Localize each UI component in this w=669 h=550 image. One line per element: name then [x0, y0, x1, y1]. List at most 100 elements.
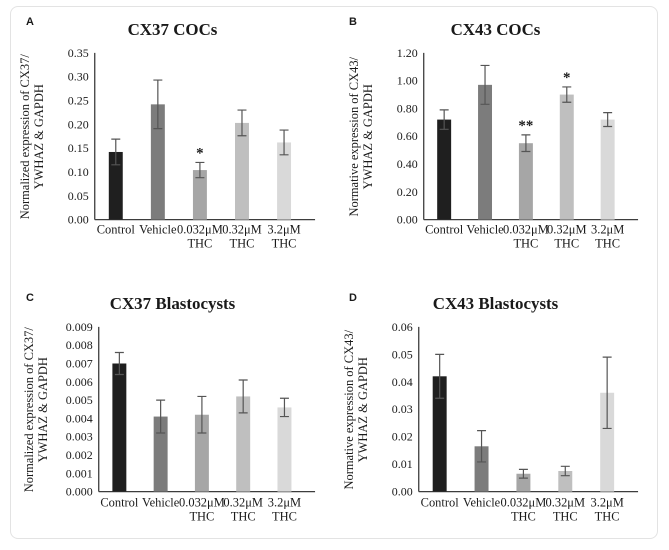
chart-title: CX43 COCs [451, 20, 541, 39]
error-bar [480, 64, 490, 105]
x-category-label: 0.032μM [177, 223, 223, 237]
x-category-label-line2: THC [511, 509, 536, 523]
y-tick-label: 1.00 [397, 74, 418, 88]
x-category-label: 0.032μM [503, 223, 549, 237]
x-category-label: Vehicle [466, 223, 504, 237]
x-category-label-line2: THC [187, 237, 212, 251]
y-tick-label: 0.007 [66, 356, 93, 370]
plot-area: 0.000 0.001 0.002 0.003 0.004 0.005 0.006 0.007… [66, 319, 316, 523]
y-tick-label: 0.05 [68, 189, 89, 203]
y-tick-label: 0.40 [397, 157, 418, 171]
error-bar [237, 109, 247, 137]
y-tick-label: 0.006 [66, 374, 93, 388]
error-bar [197, 395, 207, 434]
panel-letter: D [349, 291, 357, 303]
error-bar [560, 465, 570, 476]
y-tick-label: 0.001 [66, 466, 93, 480]
x-category-label: 0.32μM [223, 495, 263, 509]
x-category-label: Control [421, 495, 460, 509]
y-tick-label: 0.03 [392, 402, 413, 416]
bar-0.032μm-thc [194, 414, 209, 492]
significance-marker: ** [518, 118, 533, 134]
error-bar [518, 468, 528, 479]
y-tick-label: 0.20 [68, 117, 89, 131]
panel-C: C CX37 Blastocysts Normalized expression… [22, 291, 316, 523]
y-axis-label-line2: YWHAZ & GAPDH [361, 84, 375, 189]
y-tick-label: 0.003 [66, 429, 93, 443]
error-bar [477, 429, 487, 463]
bar-3.2μm-thc [277, 142, 292, 220]
y-tick-label: 0.15 [68, 141, 89, 155]
error-bar [279, 129, 289, 156]
x-category-label-line2: THC [272, 509, 297, 523]
y-axis-label-line1: Normative expression of CX43/ [342, 329, 356, 489]
y-tick-label: 0.00 [392, 484, 413, 498]
y-tick-label: 0.35 [68, 46, 89, 60]
panel-letter: B [349, 16, 357, 28]
error-bar [114, 351, 124, 375]
y-tick-label: 0.25 [68, 94, 89, 108]
bar-0.32μm-thc [559, 94, 574, 220]
figure: A CX37 COCs Normalized expression of CX3… [10, 6, 658, 539]
x-category-label: 3.2μM [267, 223, 300, 237]
error-bar [435, 353, 445, 399]
x-category-label: Control [100, 495, 139, 509]
bar-0.032μm-thc [192, 170, 207, 220]
y-tick-label: 0.00 [397, 213, 418, 227]
bar-vehicle [474, 445, 489, 492]
x-category-label: 0.32μM [222, 223, 262, 237]
chart-title: CX43 Blastocysts [433, 293, 559, 312]
bar-control [112, 362, 127, 492]
panel-A: A CX37 COCs Normalized expression of CX3… [18, 16, 316, 251]
bar-3.2μm-thc [600, 119, 615, 220]
error-bar [521, 134, 531, 153]
bar-control [437, 119, 452, 220]
significance-marker: * [563, 70, 570, 86]
plot-area: 0.00 0.20 0.40 0.60 0.80 1.00 1.20 Control Vehic… [397, 46, 639, 251]
x-category-label: Vehicle [142, 495, 180, 509]
bar-0.32μm-thc [235, 122, 249, 220]
x-category-label: Control [97, 223, 136, 237]
x-category-label-line2: THC [189, 509, 214, 523]
x-category-label-line2: THC [595, 509, 620, 523]
y-axis-label-line2: YWHAZ & GAPDH [356, 357, 370, 462]
y-tick-label: 0.000 [66, 484, 93, 498]
x-category-label: 3.2μM [591, 495, 624, 509]
y-tick-label: 0.80 [397, 101, 418, 115]
y-tick-label: 0.05 [392, 347, 413, 361]
error-bar [439, 109, 449, 130]
y-tick-label: 0.60 [397, 129, 418, 143]
y-tick-label: 0.02 [392, 429, 413, 443]
y-tick-label: 0.04 [392, 374, 413, 388]
error-bar [238, 378, 248, 414]
chart-title: CX37 Blastocysts [110, 293, 236, 312]
error-bar [153, 79, 163, 130]
y-tick-label: 0.01 [392, 457, 413, 471]
plot-area: 0.00 0.05 0.10 0.15 0.20 0.25 0.30 0.35 Control V… [68, 46, 316, 251]
x-category-label-line2: THC [553, 509, 578, 523]
y-tick-label: 0.004 [66, 411, 93, 425]
error-bar [562, 86, 572, 103]
y-tick-label: 0.00 [68, 213, 89, 227]
plot-area: 0.00 0.01 0.02 0.03 0.04 0.05 0.06 Control Vehic… [392, 319, 639, 523]
bar-vehicle [478, 84, 493, 220]
bar-0.32μm-thc [236, 395, 251, 492]
y-tick-label: 0.009 [66, 319, 93, 333]
y-tick-label: 0.30 [68, 70, 89, 84]
panel-letter: C [26, 291, 34, 303]
error-bar [195, 161, 205, 179]
error-bar [156, 398, 166, 434]
y-tick-label: 0.20 [397, 185, 418, 199]
bar-vehicle [150, 104, 165, 220]
x-category-label: 0.32μM [547, 223, 587, 237]
bar-control [432, 375, 447, 492]
bar-0.032μm-thc [518, 143, 533, 220]
y-axis-label-line1: Normative expression of CX43/ [347, 56, 361, 216]
x-category-label-line2: THC [513, 237, 538, 251]
y-axis-label-line1: Normalized expression of CX37/ [18, 54, 32, 220]
y-axis-label-line2: YWHAZ & GAPDH [36, 357, 50, 462]
x-category-label: 0.32μM [546, 495, 586, 509]
x-category-label: 0.032μM [179, 495, 225, 509]
y-tick-label: 0.10 [68, 165, 89, 179]
bar-3.2μm-thc [600, 392, 615, 492]
